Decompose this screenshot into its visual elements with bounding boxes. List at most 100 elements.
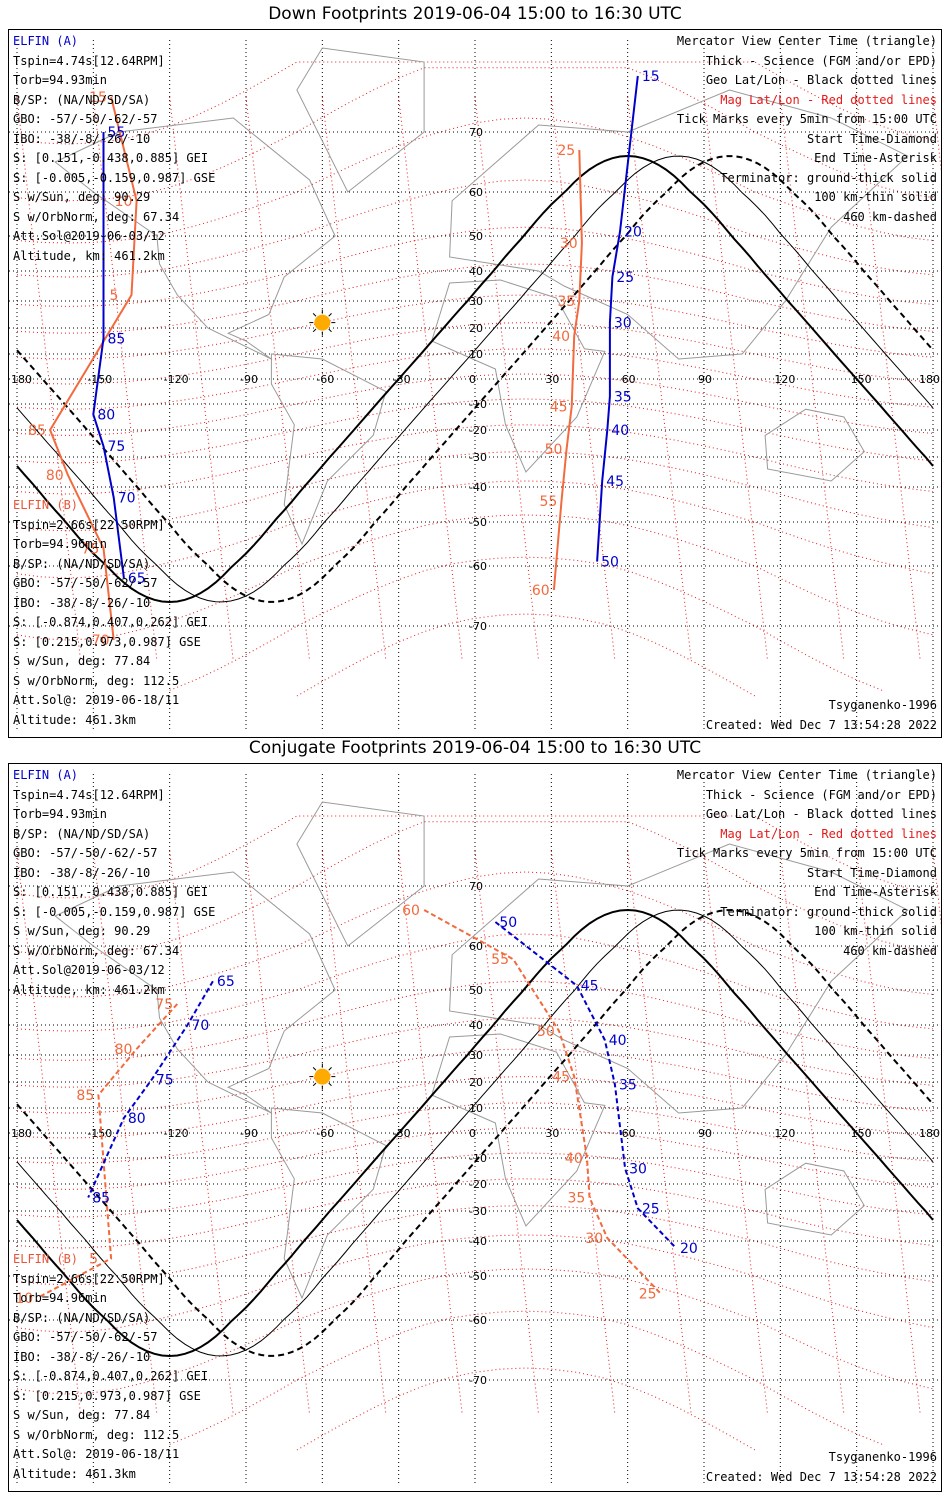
lat-tick-label: -40 [469,481,487,494]
lat-tick-label: 10 [469,1102,483,1115]
mag-lat-line [169,1310,883,1445]
lon-tick-label: -90 [240,1127,258,1140]
mag-lat-line [16,1017,934,1088]
lon-tick-label: 180 [11,1127,32,1140]
mag-lon-line [856,96,921,662]
elfin-a-info-line: Torb=94.93min [13,807,107,821]
terminator-ground [16,154,934,604]
mag-lon-line [398,850,463,1416]
model-label-conjugate: Tsyganenko-1996 [828,1450,937,1464]
elfin-b-track [423,909,662,1295]
elfin-b-info-line: Att.Sol@: 2019-06-18/11 [13,1447,180,1461]
elfin-a-info-conjugate: ELFIN (A) Tspin=4.74s[12.64RPM] Torb=94.93… [13,766,215,1000]
mag-lat-line [16,424,934,495]
elfin-a-tick-label: 30 [614,316,632,332]
legend-line: Mercator View Center Time (triangle) [676,34,937,48]
elfin-a-info-line: S w/Sun, deg: 90.29 [13,190,151,204]
legend-conjugate: Mercator View Center Time (triangle) Thic… [677,766,937,961]
mag-lat-line [16,451,934,532]
elfin-a-info-line: Torb=94.93min [13,73,107,87]
mag-lat-line [16,1178,934,1249]
elfin-a-track [596,75,639,562]
mag-lon-line [550,850,616,1416]
continent-outline [54,871,336,1114]
continent-outline [449,843,909,1114]
elfin-b-tick-label: 45 [550,400,568,416]
elfin-b-track [552,149,583,591]
coastlines [54,801,909,1300]
elfin-a-tick-label: 55 [108,125,126,141]
elfin-b-info-line: IBO: -38/-8/-26/-10 [13,595,151,610]
elfin-b-info-line: GBO: -57/-50/-62/-57 [13,576,158,590]
legend-line: Geo Lat/Lon - Black dotted lines [705,73,937,87]
elfin-a-info-line: S w/OrbNorm, deg: 67.34 [13,943,180,958]
elfin-a-tick-label: 50 [499,915,517,931]
lat-tick-label: 50 [469,230,483,243]
elfin-a-info-line: Tspin=4.74s[12.64RPM] [13,787,165,802]
coastlines [54,47,909,546]
mag-lon-line [703,850,769,1416]
legend-line: Terminator: ground-thick solid [720,170,937,185]
elfin-a-info-line: GBO: -57/-50/-62/-57 [13,112,158,126]
lon-tick-label: 180 [919,373,940,386]
elfin-b-tick-label: 60 [532,583,550,599]
elfin-a-tick-label: 85 [92,1191,110,1207]
elfin-a-tick-label: 80 [128,1111,146,1127]
elfin-a-info-line: Altitude, km: 461.2km [13,982,165,997]
model-label-down: Tsyganenko-1996 [828,698,937,712]
elfin-a-info-line: Tspin=4.74s[12.64RPM] [13,53,165,68]
lat-tick-label: -60 [469,1314,487,1327]
elfin-b-tick-label: 85 [76,1088,94,1104]
mag-lon-line [474,96,540,662]
elfin-b-tick-label: 15 [89,90,107,106]
lon-tick-label: -60 [316,1127,334,1140]
elfin-b-tick-label: 10 [115,194,133,210]
elfin-b-info-line: Altitude: 461.3km [13,712,136,727]
elfin-b-info-line: S w/OrbNorm, deg: 112.5 [13,673,180,688]
mag-lon-line [169,96,234,662]
mag-lon-line [398,96,463,662]
continent-outline [270,353,387,546]
elfin-a-tick-label: 50 [601,555,619,571]
elfin-b-info-line: B/SP: (NA/ND/SD/SA) [13,556,151,571]
legend-line: Geo Lat/Lon - Black dotted lines [705,807,937,821]
panel-title-conjugate: Conjugate Footprints 2019-06-04 15:00 to… [248,738,702,758]
elfin-b-info-line: B/SP: (NA/ND/SD/SA) [13,1310,151,1325]
lon-tick-label: 0 [469,373,476,386]
elfin-b-tick-label: 55 [491,952,509,968]
lat-tick-label: -50 [469,516,487,529]
lon-tick-label: -90 [240,373,258,386]
continent-outline [270,1107,387,1300]
elfin-b-info-line: IBO: -38/-8/-26/-10 [13,1349,151,1364]
mag-lon-line [245,850,311,1416]
mag-lon-line [550,96,616,662]
lon-tick-label: -120 [164,1127,189,1140]
lon-tick-label: -150 [87,1127,112,1140]
elfin-b-tick-label: 50 [545,442,563,458]
elfin-a-tick-label: 40 [609,1033,627,1049]
elfin-a-tick-label: 65 [128,571,146,587]
elfin-b-tick-label: 40 [565,1151,583,1167]
map-panel-down: 180 -150 -120 -90 -60 -30 0 30 60 90 120 150 180 70 60… [8,29,942,738]
lat-tick-label: -30 [469,1205,487,1218]
legend-line: Tick Marks every 5min from 15:00 UTC [676,846,937,860]
legend-line: Start Time-Diamond [806,865,937,880]
mag-lon-line [703,96,769,662]
mag-lat-line [16,1205,934,1286]
elfin-a-info-line: S: [-0.005,-0.159,0.987] GSE [13,170,216,185]
elfin-b-tick-label: 10 [15,1291,33,1307]
lon-tick-label: 150 [851,1127,872,1140]
terminator-100km [16,909,934,1357]
elfin-a-tick-label: 75 [108,439,126,455]
elfin-b-tick-label: 85 [28,423,46,439]
elfin-b-info-line: Altitude: 461.3km [13,1466,136,1481]
mag-lon-line [321,850,387,1416]
continent-outline [431,1033,606,1227]
lat-tick-label: 40 [469,265,483,278]
elfin-b-info-line: Tspin=2.66s[22.50RPM] [13,517,165,532]
elfin-b-tick-label: 30 [560,236,578,252]
elfin-b-info-line: Torb=94.96min [13,1291,107,1305]
continent-outline [54,117,336,360]
terminator-ground [16,908,934,1358]
elfin-b-tick-label: 35 [568,1191,586,1207]
